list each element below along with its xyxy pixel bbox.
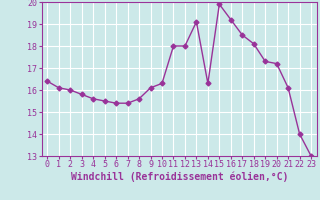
X-axis label: Windchill (Refroidissement éolien,°C): Windchill (Refroidissement éolien,°C): [70, 172, 288, 182]
